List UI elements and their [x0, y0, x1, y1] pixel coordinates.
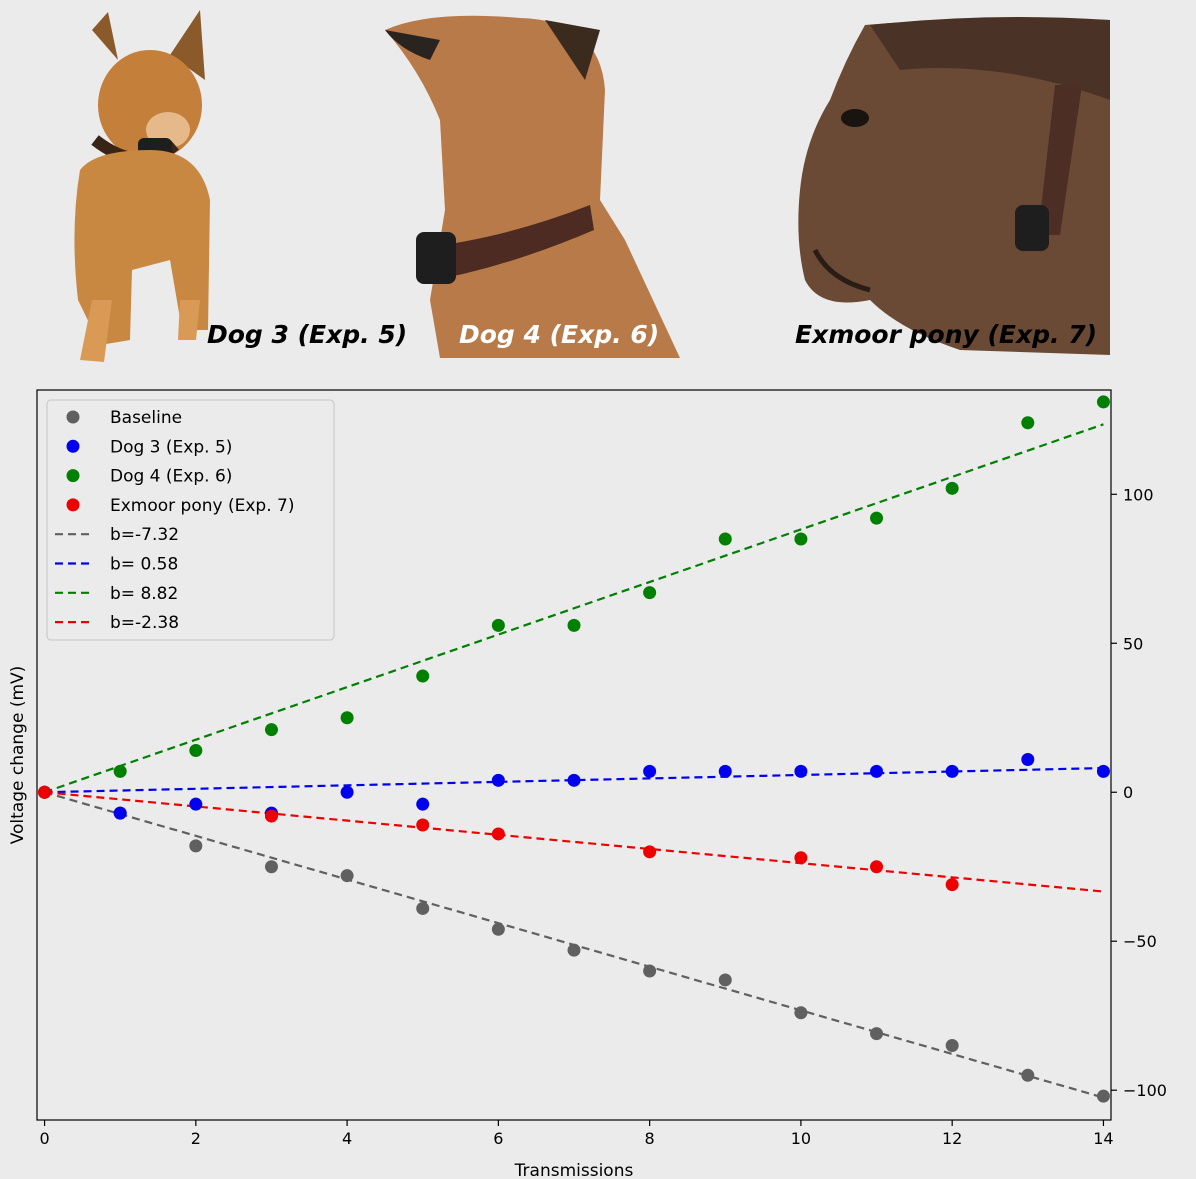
photo-caption-dog-3: Dog 3 (Exp. 5): [207, 320, 408, 349]
x-axis: 0 2 4 6 8 10 12 14: [39, 1120, 1114, 1148]
legend: Baseline Dog 3 (Exp. 5) Dog 4 (Exp. 6) Exmo…: [46, 399, 335, 641]
point-series0-7: [567, 943, 581, 957]
legend-label-2: Dog 4 (Exp. 6): [110, 467, 232, 487]
point-series3-0: [38, 785, 52, 799]
animal-photos: [74, 10, 1110, 362]
point-series3-2: [416, 818, 430, 832]
legend-marker-3: [66, 498, 80, 512]
point-series0-2: [189, 839, 203, 853]
legend-label-1: Dog 3 (Exp. 5): [110, 437, 232, 457]
x-tick-label-2: 4: [342, 1129, 352, 1148]
point-series0-9: [718, 973, 732, 987]
point-series3-7: [945, 878, 959, 892]
point-series3-6: [870, 860, 884, 874]
y-tick-label-1: −50: [1123, 932, 1157, 951]
point-series2-9: [718, 532, 732, 546]
point-series0-14: [1096, 1089, 1110, 1103]
x-tick-label-5: 10: [791, 1129, 811, 1148]
point-series2-13: [1021, 416, 1035, 430]
x-tick-label-6: 12: [942, 1129, 962, 1148]
point-series1-7: [567, 773, 581, 787]
legend-marker-1: [66, 439, 80, 453]
point-series1-2: [189, 797, 203, 811]
point-series1-1: [113, 806, 127, 820]
point-series2-8: [643, 586, 657, 600]
point-series2-11: [870, 511, 884, 525]
fit-line-3: [44, 791, 1104, 893]
photo-panel: Dog 3 (Exp. 5) Dog 4 (Exp. 6) Exmoor pon…: [0, 0, 1196, 372]
legend-marker-2: [66, 469, 80, 483]
point-series1-9: [718, 764, 732, 778]
x-tick-label-0: 0: [39, 1129, 49, 1148]
point-series1-14: [1096, 764, 1110, 778]
x-tick-label-4: 8: [645, 1129, 655, 1148]
point-series0-3: [264, 860, 278, 874]
y-axis-label: Voltage change (mV): [8, 666, 28, 845]
point-series2-4: [340, 711, 354, 725]
legend-label-4: b=-7.32: [110, 525, 179, 545]
point-series3-4: [643, 845, 657, 859]
photo-caption-dog-4: Dog 4 (Exp. 6): [459, 320, 660, 349]
point-series2-2: [189, 744, 203, 758]
point-series2-6: [491, 618, 505, 632]
photo-caption-exmoor-pony: Exmoor pony (Exp. 7): [795, 320, 1098, 349]
dog-4-photo: [385, 15, 680, 358]
fit-line-2: [44, 423, 1104, 794]
point-series2-1: [113, 764, 127, 778]
legend-box: [46, 399, 335, 641]
legend-label-3: Exmoor pony (Exp. 7): [110, 496, 294, 516]
y-axis: −100 −50 0 50 100: [1111, 485, 1167, 1100]
legend-label-7: b=-2.38: [110, 613, 179, 633]
point-series0-12: [945, 1039, 959, 1053]
point-series2-10: [794, 532, 808, 546]
point-series1-5: [416, 797, 430, 811]
y-tick-label-4: 100: [1123, 485, 1154, 504]
point-series3-3: [491, 827, 505, 841]
point-series0-8: [643, 964, 657, 978]
legend-marker-0: [66, 410, 80, 424]
point-series1-11: [870, 764, 884, 778]
point-series3-1: [264, 809, 278, 823]
y-tick-label-0: −100: [1123, 1081, 1167, 1100]
x-tick-label-7: 14: [1093, 1129, 1113, 1148]
point-series1-6: [491, 773, 505, 787]
point-series2-14: [1096, 395, 1110, 409]
legend-label-5: b= 0.58: [110, 555, 178, 575]
point-series2-5: [416, 669, 430, 683]
legend-label-0: Baseline: [110, 408, 182, 428]
fit-line-1: [44, 766, 1104, 794]
point-series3-5: [794, 851, 808, 865]
point-series2-12: [945, 481, 959, 495]
point-series0-5: [416, 901, 430, 915]
point-series0-4: [340, 869, 354, 883]
x-tick-label-1: 2: [191, 1129, 201, 1148]
legend-label-6: b= 8.82: [110, 584, 178, 604]
y-tick-label-3: 50: [1123, 634, 1143, 653]
point-series2-7: [567, 618, 581, 632]
point-series1-10: [794, 764, 808, 778]
dog-3-photo: [74, 10, 210, 362]
point-series0-10: [794, 1006, 808, 1020]
x-axis-label: Transmissions: [514, 1161, 634, 1179]
exmoor-pony-photo: [798, 16, 1110, 355]
data-points: [38, 395, 1110, 1103]
point-series0-13: [1021, 1068, 1035, 1082]
x-tick-label-3: 6: [493, 1129, 503, 1148]
point-series1-12: [945, 764, 959, 778]
point-series1-13: [1021, 752, 1035, 766]
point-series0-6: [491, 922, 505, 936]
point-series1-8: [643, 764, 657, 778]
point-series1-4: [340, 785, 354, 799]
point-series2-3: [264, 723, 278, 737]
y-tick-label-2: 0: [1123, 783, 1133, 802]
point-series0-11: [870, 1027, 884, 1041]
